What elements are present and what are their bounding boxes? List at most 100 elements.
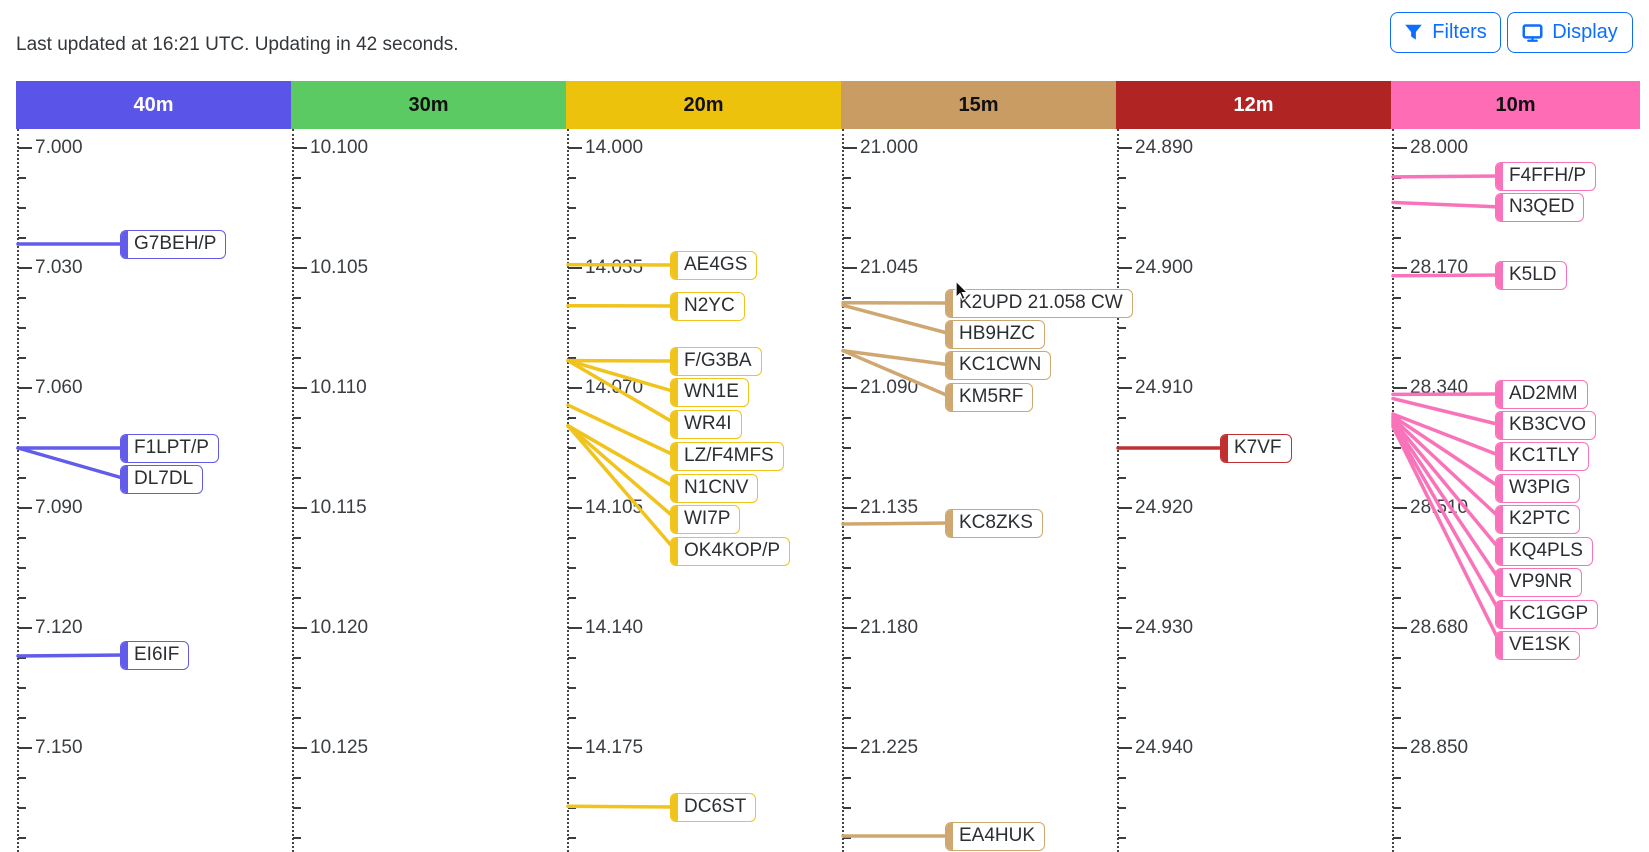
- spot-ae4gs[interactable]: AE4GS: [670, 250, 758, 280]
- minor-tick: [293, 237, 301, 239]
- tick-label: 14.105: [585, 497, 644, 518]
- spot-wr4i[interactable]: WR4I: [670, 409, 742, 439]
- spot-kc1tly[interactable]: KC1TLY: [1495, 441, 1590, 471]
- minor-tick: [293, 537, 301, 539]
- tick-label: 28.000: [1410, 137, 1469, 158]
- spot-accent-bar: [671, 347, 678, 375]
- spot-callsign: EI6IF: [134, 644, 180, 665]
- spot-k7vf[interactable]: K7VF: [1220, 433, 1292, 463]
- tick-label: 24.940: [1135, 737, 1194, 758]
- spot-kb3cvo[interactable]: KB3CVO: [1495, 410, 1597, 440]
- spot-kc1ggp[interactable]: KC1GGP: [1495, 599, 1599, 629]
- spot-callsign: K2UPD 21.058 CW: [959, 292, 1123, 313]
- minor-tick: [1118, 207, 1126, 209]
- spot-callsign: KB3CVO: [1509, 414, 1587, 435]
- tick-label: 21.045: [860, 257, 919, 278]
- spot-n3qed[interactable]: N3QED: [1495, 192, 1585, 222]
- filter-icon: [1404, 23, 1423, 42]
- spot-lz-f4mfs[interactable]: LZ/F4MFS: [670, 441, 784, 471]
- spot-w3pig[interactable]: W3PIG: [1495, 473, 1581, 503]
- connector-line-f4ffh-p: [1391, 174, 1503, 179]
- spot-ok4kop-p[interactable]: OK4KOP/P: [670, 536, 791, 566]
- minor-tick: [293, 597, 301, 599]
- minor-tick: [1118, 657, 1126, 659]
- minor-tick: [1118, 717, 1126, 719]
- band-header-12m: 12m: [1116, 81, 1391, 129]
- tick-label: 7.120: [35, 617, 83, 638]
- spot-n2yc[interactable]: N2YC: [670, 291, 745, 321]
- spot-kc8zks[interactable]: KC8ZKS: [945, 508, 1043, 538]
- spot-callsign: VP9NR: [1509, 571, 1573, 592]
- spot-f-g3ba[interactable]: F/G3BA: [670, 346, 762, 376]
- minor-tick: [1118, 477, 1126, 479]
- minor-tick: [1393, 207, 1401, 209]
- tick-label: 7.060: [35, 377, 83, 398]
- spot-kq4pls[interactable]: KQ4PLS: [1495, 536, 1593, 566]
- minor-tick: [293, 837, 301, 839]
- spot-ei6if[interactable]: EI6IF: [120, 640, 190, 670]
- minor-tick: [1393, 807, 1401, 809]
- major-tick: [1118, 747, 1132, 749]
- spot-accent-bar: [671, 292, 678, 320]
- spot-accent-bar: [1496, 411, 1503, 439]
- tick-label: 10.110: [310, 377, 367, 398]
- minor-tick: [843, 717, 851, 719]
- minor-tick: [1118, 807, 1126, 809]
- minor-tick: [568, 567, 576, 569]
- minor-tick: [1118, 837, 1126, 839]
- minor-tick: [1393, 477, 1401, 479]
- filters-button[interactable]: Filters: [1390, 12, 1501, 53]
- spot-f4ffh-p[interactable]: F4FFH/P: [1495, 161, 1597, 191]
- spot-wi7p[interactable]: WI7P: [670, 504, 741, 534]
- spot-k2upd-hovered[interactable]: K2UPD 21.058 CW: [945, 288, 1133, 318]
- minor-tick: [843, 567, 851, 569]
- minor-tick: [293, 687, 301, 689]
- spot-callsign: AE4GS: [684, 254, 748, 275]
- minor-tick: [18, 357, 26, 359]
- spot-k2ptc[interactable]: K2PTC: [1495, 504, 1581, 534]
- minor-tick: [1393, 657, 1401, 659]
- minor-tick: [843, 417, 851, 419]
- display-button[interactable]: Display: [1507, 12, 1633, 53]
- major-tick: [18, 747, 32, 749]
- spot-vp9nr[interactable]: VP9NR: [1495, 567, 1583, 597]
- minor-tick: [568, 597, 576, 599]
- minor-tick: [1118, 537, 1126, 539]
- minor-tick: [843, 477, 851, 479]
- spot-ea4huk[interactable]: EA4HUK: [945, 821, 1046, 851]
- connector-line-n1cnv: [566, 423, 678, 490]
- major-tick: [18, 627, 32, 629]
- spot-wn1e[interactable]: WN1E: [670, 377, 749, 407]
- major-tick: [568, 507, 582, 509]
- spot-ad2mm[interactable]: AD2MM: [1495, 379, 1588, 409]
- connector-line-n3qed: [1391, 200, 1503, 209]
- minor-tick: [18, 177, 26, 179]
- spot-callsign: N2YC: [684, 295, 735, 316]
- major-tick: [293, 627, 307, 629]
- tick-label: 21.225: [860, 737, 919, 758]
- major-tick: [18, 267, 32, 269]
- major-tick: [568, 747, 582, 749]
- spot-n1cnv[interactable]: N1CNV: [670, 473, 759, 503]
- tick-label: 28.850: [1410, 737, 1469, 758]
- spot-k5ld[interactable]: K5LD: [1495, 260, 1567, 290]
- spot-callsign: K5LD: [1509, 264, 1557, 285]
- spot-dl7dl[interactable]: DL7DL: [120, 464, 204, 494]
- minor-tick: [1118, 417, 1126, 419]
- spot-g7beh-p[interactable]: G7BEH/P: [120, 229, 227, 259]
- spot-accent-bar: [1496, 600, 1503, 628]
- spot-callsign: DC6ST: [684, 796, 747, 817]
- spot-dc6st[interactable]: DC6ST: [670, 792, 757, 822]
- spot-f1lpt-p[interactable]: F1LPT/P: [120, 433, 219, 463]
- spot-kc1cwn[interactable]: KC1CWN: [945, 350, 1052, 380]
- major-tick: [1393, 627, 1407, 629]
- minor-tick: [1393, 327, 1401, 329]
- minor-tick: [568, 477, 576, 479]
- spot-hb9hzc[interactable]: HB9HZC: [945, 319, 1046, 349]
- minor-tick: [843, 537, 851, 539]
- tick-label: 28.510: [1410, 497, 1469, 518]
- spot-ve1sk[interactable]: VE1SK: [1495, 630, 1581, 660]
- spot-callsign: W3PIG: [1509, 477, 1571, 498]
- tick-label: 14.035: [585, 257, 644, 278]
- spot-km5rf[interactable]: KM5RF: [945, 382, 1034, 412]
